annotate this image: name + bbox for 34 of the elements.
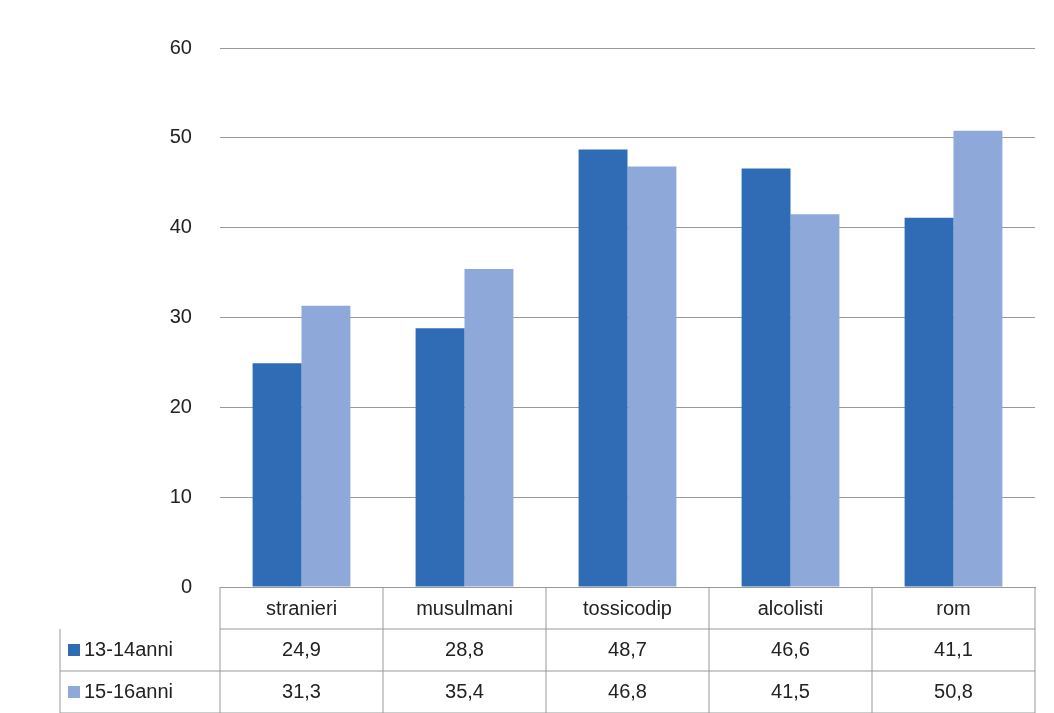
y-tick-label: 50 xyxy=(169,125,192,148)
bar xyxy=(627,166,677,587)
data-label: 41,5 xyxy=(771,679,810,702)
y-tick-label: 10 xyxy=(169,484,192,507)
y-tick-label: 60 xyxy=(169,35,192,58)
y-tick-label: 40 xyxy=(169,215,192,238)
x-tick-label: alcolisti xyxy=(757,596,824,619)
data-label: 48,7 xyxy=(608,637,647,660)
data-label: 50,8 xyxy=(934,679,973,702)
bar xyxy=(790,214,840,587)
legend-label: 13-14anni xyxy=(84,637,173,660)
data-label: 24,9 xyxy=(282,637,321,660)
bar xyxy=(415,328,465,587)
bar xyxy=(301,305,351,587)
data-label: 46,8 xyxy=(608,679,647,702)
data-label: 28,8 xyxy=(445,637,484,660)
bar xyxy=(252,363,302,587)
bar xyxy=(578,149,628,587)
y-tick-label: 30 xyxy=(169,305,192,328)
x-tick-label: rom xyxy=(936,596,971,619)
bar xyxy=(464,268,514,587)
data-label: 35,4 xyxy=(445,679,484,702)
x-tick-label: musulmani xyxy=(416,596,513,619)
data-label: 41,1 xyxy=(934,637,973,660)
bar xyxy=(741,168,791,587)
y-tick-label: 20 xyxy=(169,394,192,417)
bar xyxy=(953,130,1003,587)
data-label: 46,6 xyxy=(771,637,810,660)
x-tick-label: stranieri xyxy=(265,596,338,619)
y-tick-label: 0 xyxy=(180,574,192,597)
x-tick-label: tossicodip xyxy=(583,596,672,619)
data-label: 31,3 xyxy=(282,679,321,702)
bar xyxy=(904,217,954,587)
legend-label: 15-16anni xyxy=(84,679,173,702)
